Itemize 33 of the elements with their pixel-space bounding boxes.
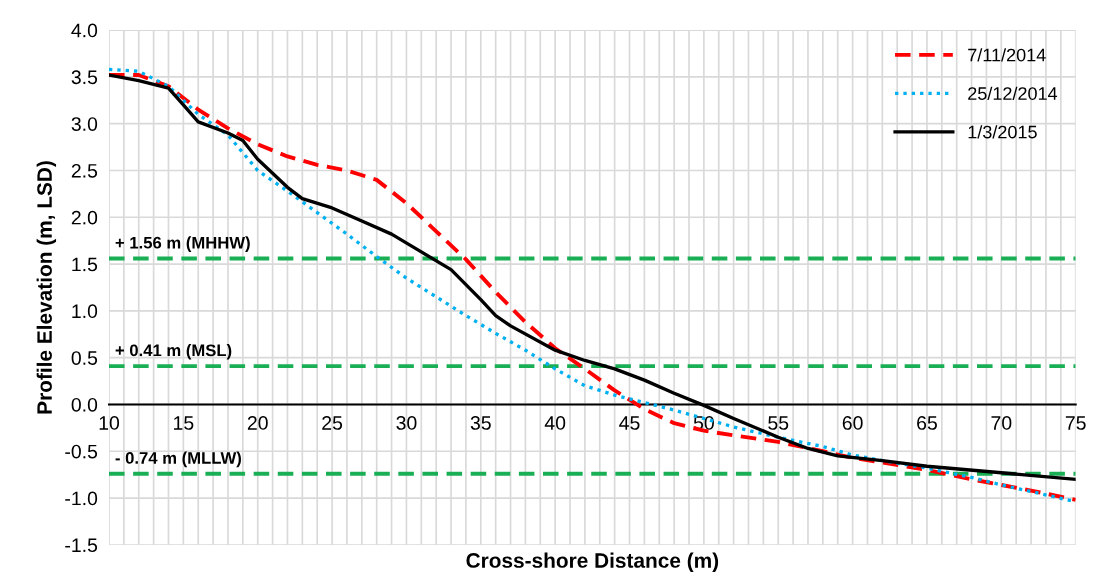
x-tick-label: 65 bbox=[917, 416, 937, 430]
x-tick-label: 30 bbox=[396, 416, 417, 430]
x-tick-label: 60 bbox=[842, 416, 863, 430]
y-tick-label: 4.0 bbox=[71, 23, 98, 38]
legend-label: 1/3/2015 bbox=[968, 125, 1037, 139]
ref-line-label: - 0.74 m (MLLW) bbox=[115, 451, 241, 468]
y-tick-label: 2.0 bbox=[71, 210, 98, 225]
x-tick-label: 70 bbox=[991, 416, 1012, 430]
ref-line-label: + 0.41 m (MSL) bbox=[115, 344, 232, 360]
y-tick-label: 3.5 bbox=[71, 70, 98, 85]
legend-label: 25/12/2014 bbox=[968, 86, 1058, 100]
y-tick-label: -1.5 bbox=[65, 538, 98, 553]
x-tick-label: 75 bbox=[1065, 416, 1086, 430]
x-tick-label: 10 bbox=[99, 416, 120, 430]
x-axis-title: Cross-shore Distance (m) bbox=[466, 552, 719, 572]
y-tick-label: 3.0 bbox=[71, 117, 98, 131]
y-tick-label: 1.0 bbox=[72, 304, 98, 319]
y-tick-label: -1.0 bbox=[65, 491, 98, 506]
y-tick-label: 0.0 bbox=[71, 397, 98, 412]
y-tick-label: 1.5 bbox=[72, 257, 98, 272]
x-tick-label: 35 bbox=[470, 416, 491, 430]
x-tick-label: 25 bbox=[322, 416, 343, 430]
y-tick-label: -0.5 bbox=[65, 444, 98, 459]
y-tick-label: 0.5 bbox=[71, 351, 98, 365]
y-tick-label: 2.5 bbox=[71, 163, 98, 178]
x-tick-label: 40 bbox=[544, 416, 566, 430]
x-tick-label: 55 bbox=[768, 416, 789, 430]
x-tick-label: 15 bbox=[174, 416, 194, 430]
legend-label: 7/11/2014 bbox=[968, 48, 1046, 62]
ref-line-label: + 1.56 m (MHHW) bbox=[115, 236, 250, 252]
y-axis-title: Profile Elevation (m, LSD) bbox=[36, 161, 57, 414]
x-tick-label: 45 bbox=[619, 416, 640, 430]
x-tick-label: 20 bbox=[247, 416, 268, 430]
